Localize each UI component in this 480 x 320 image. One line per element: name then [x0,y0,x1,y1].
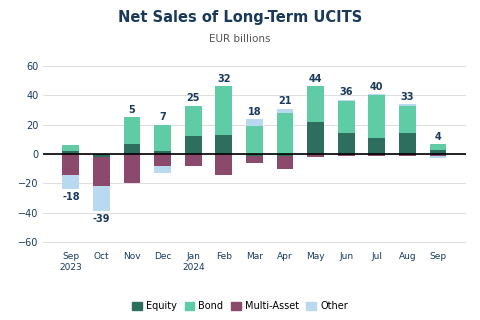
Text: 5: 5 [129,105,135,115]
Bar [216,154,232,175]
Bar [93,157,110,187]
Bar [185,106,202,136]
Bar [430,150,446,154]
Bar [246,156,263,163]
Text: 21: 21 [278,96,292,106]
Bar [368,154,385,156]
Bar [62,145,79,151]
Bar [154,125,171,151]
Bar [368,138,385,154]
Bar [246,154,263,156]
Text: 7: 7 [159,112,166,123]
Bar [430,154,446,156]
Bar [399,133,416,154]
Bar [307,154,324,157]
Bar [338,100,355,101]
Bar [93,187,110,212]
Text: -39: -39 [93,213,110,224]
Bar [338,133,355,154]
Bar [154,166,171,173]
Bar [216,86,232,135]
Bar [123,154,141,183]
Bar [185,136,202,154]
Bar [62,154,79,175]
Bar [154,151,171,154]
Legend: Equity, Bond, Multi-Asset, Other: Equity, Bond, Multi-Asset, Other [128,297,352,315]
Text: 36: 36 [339,87,353,98]
Bar [399,154,416,156]
Bar [368,94,385,95]
Text: 4: 4 [434,132,442,141]
Bar [185,154,202,166]
Bar [93,154,110,157]
Bar [338,154,355,156]
Bar [216,135,232,154]
Bar [276,156,293,169]
Bar [154,154,171,166]
Text: Net Sales of Long-Term UCITS: Net Sales of Long-Term UCITS [118,10,362,25]
Bar [62,175,79,189]
Bar [368,95,385,138]
Bar [276,154,293,156]
Bar [123,117,141,144]
Bar [399,104,416,106]
Text: 18: 18 [248,107,261,116]
Bar [123,144,141,154]
Text: 32: 32 [217,74,230,84]
Bar [276,108,293,113]
Bar [276,113,293,154]
Text: -18: -18 [62,192,80,202]
Bar [430,156,446,158]
Bar [246,126,263,154]
Bar [246,119,263,126]
Text: 40: 40 [370,82,384,92]
Bar [430,144,446,150]
Bar [307,122,324,154]
Text: EUR billions: EUR billions [209,34,271,44]
Bar [62,151,79,154]
Text: 44: 44 [309,74,323,84]
Text: 25: 25 [186,93,200,103]
Text: 33: 33 [401,92,414,102]
Bar [399,106,416,133]
Bar [338,101,355,133]
Bar [307,86,324,122]
